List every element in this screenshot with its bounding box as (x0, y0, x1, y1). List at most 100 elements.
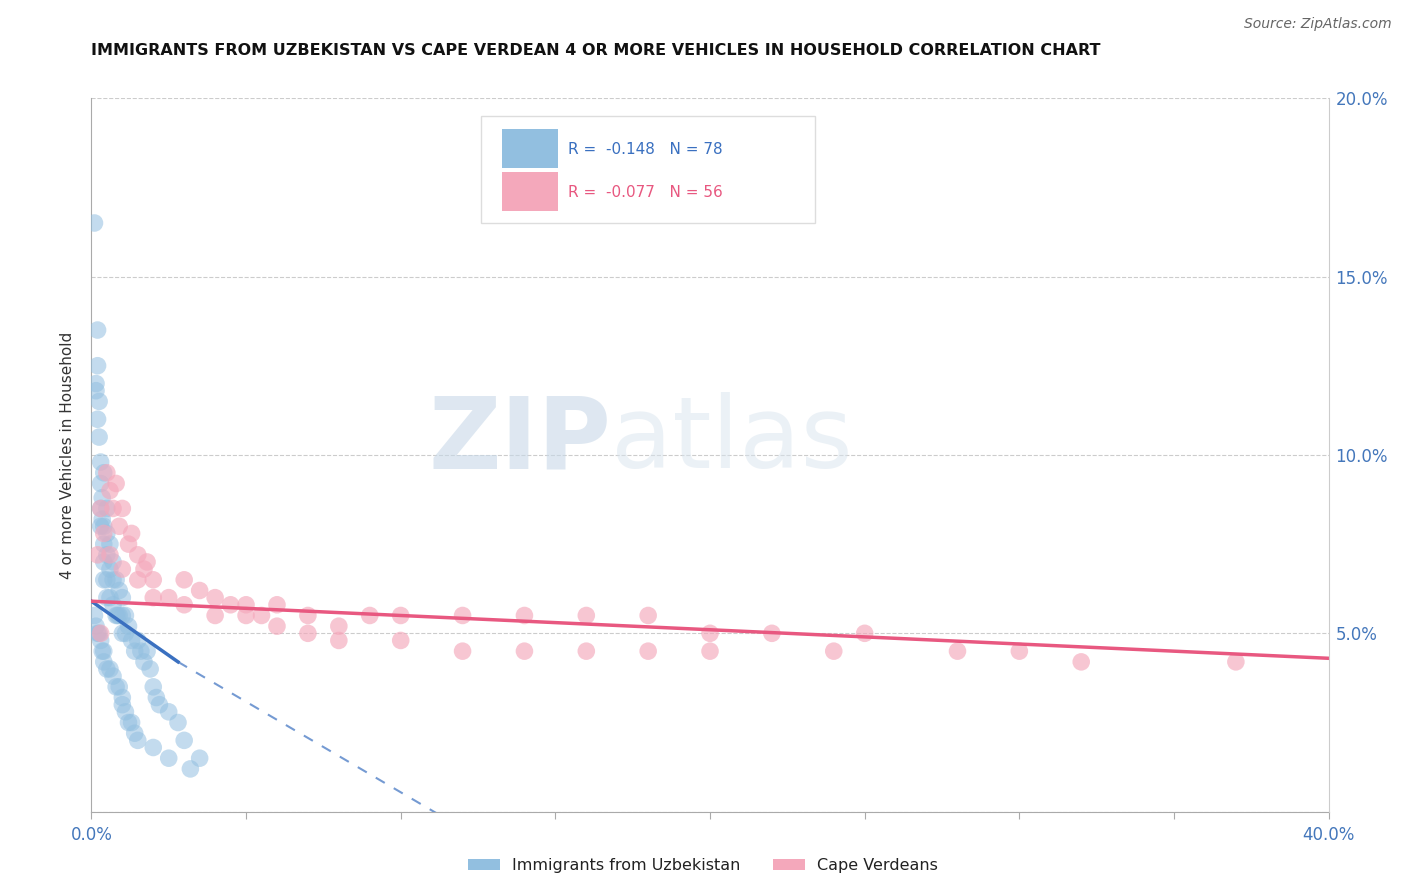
Point (1070, 655, 1092, 669)
Point (87, 394, 111, 409)
Text: Source: ZipAtlas.com: Source: ZipAtlas.com (1244, 17, 1392, 31)
Point (121, 715, 143, 730)
Point (132, 655, 155, 669)
Point (86, 323, 108, 337)
Point (84, 384, 107, 398)
Point (96, 466, 118, 480)
Point (83, 608, 105, 623)
Point (86, 359, 108, 373)
Point (101, 573, 124, 587)
Point (86, 548, 108, 562)
Point (93, 519, 115, 533)
Point (157, 705, 180, 719)
Point (389, 608, 412, 623)
Point (699, 644, 721, 658)
Point (204, 608, 226, 623)
Point (114, 626, 136, 640)
Point (188, 751, 211, 765)
Point (96, 526, 118, 541)
Point (108, 608, 131, 623)
Point (637, 644, 659, 658)
Point (219, 598, 242, 612)
Point (853, 626, 876, 640)
Point (699, 626, 721, 640)
Point (111, 562, 134, 576)
Point (179, 762, 201, 776)
Text: IMMIGRANTS FROM UZBEKISTAN VS CAPE VERDEAN 4 OR MORE VEHICLES IN HOUSEHOLD CORRE: IMMIGRANTS FROM UZBEKISTAN VS CAPE VERDE… (91, 43, 1101, 58)
Text: atlas: atlas (612, 392, 852, 489)
Point (129, 644, 152, 658)
Point (105, 573, 128, 587)
Point (637, 608, 659, 623)
Point (90, 476, 112, 491)
Point (451, 644, 474, 658)
Point (90, 455, 112, 469)
Point (86, 412, 108, 426)
Point (167, 715, 190, 730)
Text: R =  -0.148   N = 78: R = -0.148 N = 78 (568, 142, 723, 157)
Point (142, 680, 165, 694)
Point (145, 690, 167, 705)
Legend: Immigrants from Uzbekistan, Cape Verdeans: Immigrants from Uzbekistan, Cape Verdean… (461, 852, 945, 880)
Point (96, 573, 118, 587)
Point (121, 526, 143, 541)
Point (513, 608, 536, 623)
Point (96, 662, 118, 676)
Point (101, 598, 124, 612)
Text: R =  -0.077   N = 56: R = -0.077 N = 56 (568, 185, 723, 200)
FancyBboxPatch shape (502, 171, 558, 211)
Point (101, 669, 124, 683)
Point (139, 662, 162, 676)
Point (142, 573, 165, 587)
Y-axis label: 4 or more Vehicles in Household: 4 or more Vehicles in Household (60, 331, 76, 579)
Point (105, 680, 128, 694)
Point (98, 537, 121, 551)
Point (93, 526, 115, 541)
Point (96, 501, 118, 516)
Point (127, 573, 149, 587)
Point (389, 633, 412, 648)
Point (93, 555, 115, 569)
Text: ZIP: ZIP (429, 392, 612, 489)
Point (124, 644, 146, 658)
Point (127, 548, 149, 562)
Point (111, 608, 134, 623)
Point (91, 491, 114, 505)
Point (96, 548, 118, 562)
Point (105, 608, 128, 623)
Point (250, 608, 273, 623)
Point (111, 698, 134, 712)
Point (173, 573, 195, 587)
Point (761, 626, 783, 640)
Point (117, 619, 139, 633)
Point (132, 562, 155, 576)
Point (204, 591, 226, 605)
Point (96, 591, 118, 605)
Point (946, 644, 969, 658)
Point (91, 512, 114, 526)
Point (84, 376, 107, 391)
Point (173, 733, 195, 747)
Point (297, 608, 319, 623)
Point (93, 644, 115, 658)
Point (117, 715, 139, 730)
Point (188, 583, 211, 598)
Point (111, 591, 134, 605)
Point (117, 537, 139, 551)
Point (105, 476, 128, 491)
Point (84, 619, 107, 633)
Point (823, 644, 845, 658)
Point (297, 626, 319, 640)
Point (87, 430, 111, 444)
Point (114, 705, 136, 719)
Point (108, 583, 131, 598)
Point (93, 573, 115, 587)
FancyBboxPatch shape (502, 128, 558, 168)
Point (1008, 644, 1031, 658)
Point (127, 733, 149, 747)
Point (173, 598, 195, 612)
Point (90, 519, 112, 533)
Point (101, 555, 124, 569)
Point (127, 633, 149, 648)
Point (98, 483, 121, 498)
